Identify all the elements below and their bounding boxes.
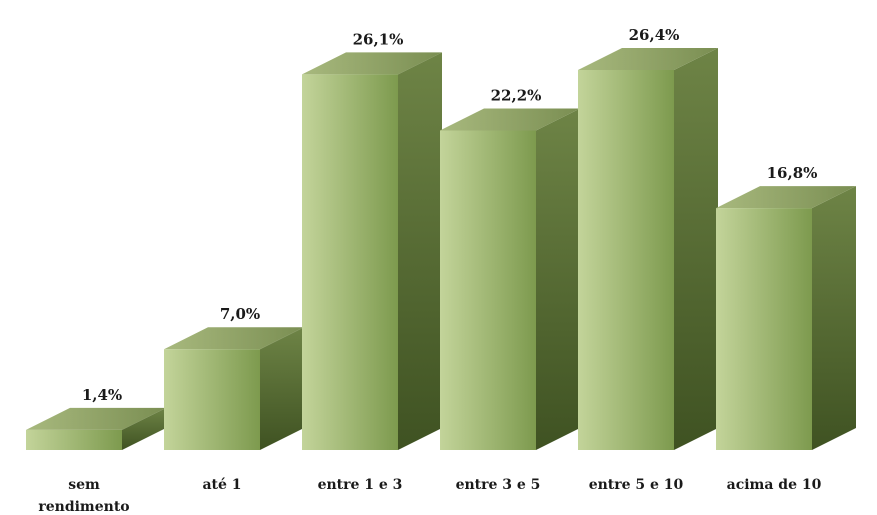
bar [578,48,718,450]
bar [26,407,166,450]
tick-label: sem [68,477,100,493]
bar-top [26,407,166,430]
bar [440,108,580,451]
bar [164,327,304,450]
bar-front [716,208,812,450]
bar-top [302,52,442,75]
bar-side [260,327,304,450]
data-label: 22,2% [491,86,542,104]
tick-label: até 1 [202,477,241,493]
bar-top [716,186,856,209]
category-labels-group: sem rendimento até 1 entre 1 e 3 entre 3 e 5… [38,477,821,515]
data-label: 16,8% [767,164,818,182]
data-label: 1,4% [82,386,122,404]
bars-group [26,48,856,451]
tick-label: acima de 10 [727,477,822,493]
tick-label: entre 1 e 3 [318,477,403,493]
bar [302,52,442,451]
data-label: 26,4% [629,26,680,44]
bar-top [164,327,304,350]
value-labels-group: 1,4% 7,0% 26,1% 22,2% 26,4% 16,8% [82,26,818,404]
bar-side [536,108,580,451]
tick-label: entre 3 e 5 [456,477,541,493]
data-label: 7,0% [220,305,260,323]
bar-side [398,52,442,451]
data-label: 26,1% [353,30,404,48]
bar [716,186,856,450]
bar-top [578,48,718,70]
bar-front [578,70,674,450]
bar-side [122,407,166,450]
bar-front [164,349,260,450]
bar-front [302,74,398,451]
bar-front [26,429,122,450]
tick-label: rendimento [38,499,129,515]
bar-side [812,186,856,450]
bar-side [674,48,718,450]
tick-label: entre 5 e 10 [589,477,684,493]
bar-front [440,130,536,451]
bar-top [440,108,580,131]
